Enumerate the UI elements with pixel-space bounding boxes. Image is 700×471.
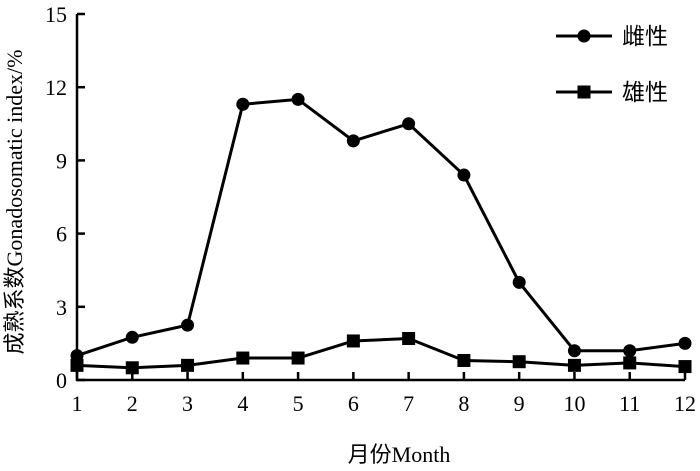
x-tick-label: 9 (514, 391, 525, 416)
data-point (346, 334, 360, 348)
x-tick-label: 12 (674, 391, 696, 416)
x-tick-label: 7 (403, 391, 414, 416)
y-tick-label: 12 (45, 75, 67, 100)
data-point (70, 349, 84, 363)
data-point (291, 351, 305, 365)
y-tick-label: 0 (56, 368, 67, 393)
x-tick-label: 6 (348, 391, 359, 416)
x-tick-label: 11 (619, 391, 640, 416)
x-axis-title: 月份Month (348, 442, 451, 467)
y-tick-label: 3 (56, 295, 67, 320)
series-layer (70, 92, 692, 375)
y-tick-label: 15 (45, 2, 67, 27)
axes (75, 14, 685, 382)
series-line (76, 337, 686, 370)
data-point (623, 344, 637, 358)
x-tick-label: 10 (563, 391, 585, 416)
data-point (678, 336, 692, 350)
y-axis-title: 成熟系数Gonadosomatic index/% (2, 50, 27, 355)
legend-item: 雌性 (556, 24, 668, 49)
series-2 (70, 332, 692, 375)
data-point (125, 361, 139, 375)
data-point (567, 344, 581, 358)
y-tick-label: 9 (56, 148, 67, 173)
x-ticks: 1 2 3 4 5 6 7 8 9 10 11 12 (72, 372, 696, 416)
legend-label: 雄性 (622, 80, 668, 105)
data-point (125, 330, 139, 344)
series-line (76, 97, 686, 358)
y-ticks: 0 3 6 9 12 15 (45, 2, 85, 393)
data-point (678, 360, 692, 374)
legend-marker (577, 29, 591, 43)
data-point (457, 353, 471, 367)
data-point (623, 356, 637, 370)
x-tick-label: 2 (127, 391, 138, 416)
data-point (181, 358, 195, 372)
data-point (181, 318, 195, 332)
data-point (70, 358, 84, 372)
data-point (567, 358, 581, 372)
legend-label: 雌性 (622, 24, 668, 49)
data-point (291, 92, 305, 106)
data-point (236, 97, 250, 111)
x-tick-label: 5 (293, 391, 304, 416)
data-point (402, 332, 416, 346)
data-point (402, 117, 416, 131)
x-tick-label: 8 (458, 391, 469, 416)
legend-item: 雄性 (556, 80, 668, 105)
data-point (512, 355, 526, 369)
x-tick-label: 4 (237, 391, 248, 416)
x-tick-label: 3 (182, 391, 193, 416)
data-point (236, 351, 250, 365)
data-point (512, 275, 526, 289)
y-tick-label: 6 (56, 222, 67, 247)
series-1 (70, 92, 692, 363)
x-tick-label: 1 (72, 391, 83, 416)
data-point (346, 134, 360, 148)
legend-marker (577, 85, 591, 99)
data-point (457, 168, 471, 182)
